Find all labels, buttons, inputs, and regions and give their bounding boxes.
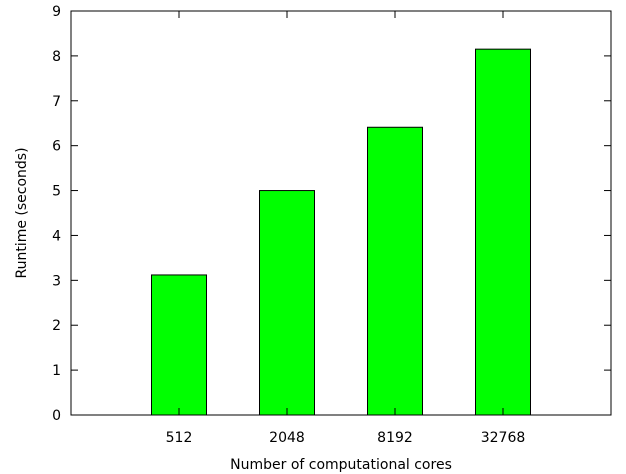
x-axis-title: Number of computational cores	[230, 457, 452, 473]
y-tick-label: 6	[52, 139, 61, 155]
y-tick-label: 0	[52, 408, 61, 424]
x-tick-label-2048: 2048	[269, 430, 305, 446]
bar-2048	[259, 190, 315, 416]
y-axis-title: Runtime (seconds)	[14, 147, 30, 278]
x-tick-label-512: 512	[166, 430, 193, 446]
y-tick-label: 8	[52, 49, 61, 65]
x-tick-label-32768: 32768	[481, 430, 526, 446]
axes-group: 0 1 2 3 4 5 6 7 8 9 512 2048 8192 32768	[52, 4, 612, 446]
bar-8192	[367, 126, 423, 416]
y-tick-label: 4	[52, 228, 61, 244]
bar-32768	[475, 48, 531, 416]
y-tick-label: 3	[52, 273, 61, 289]
bar-512	[151, 274, 207, 416]
bars-group	[151, 48, 531, 416]
plot-frame	[70, 10, 612, 416]
y-tick-label: 1	[52, 363, 61, 379]
y-tick-label: 2	[52, 318, 61, 334]
y-tick-label: 9	[52, 4, 61, 20]
x-tick-label-8192: 8192	[377, 430, 413, 446]
y-tick-label: 7	[52, 94, 61, 110]
y-tick-label: 5	[52, 184, 61, 200]
